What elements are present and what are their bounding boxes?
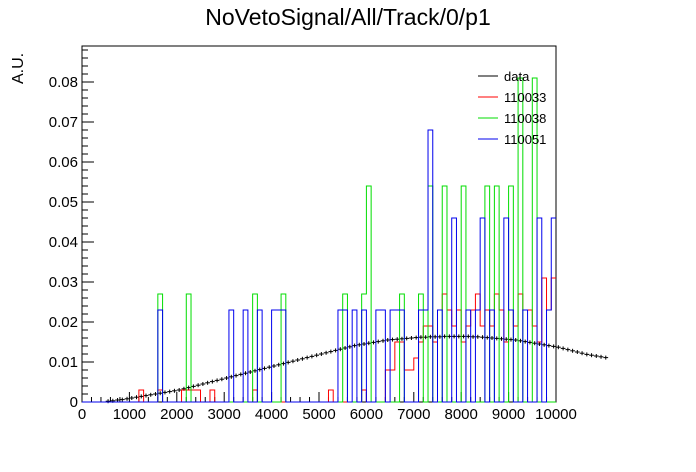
x-tick-label: 7000: [397, 406, 430, 423]
x-tick-label: 10000: [535, 406, 577, 423]
x-tick-label: 5000: [302, 406, 335, 423]
x-tick-label: 1000: [113, 406, 146, 423]
y-tick-label: 0.04: [49, 234, 78, 251]
series-110051-line: [82, 129, 556, 403]
x-tick-label: 0: [78, 406, 86, 423]
y-tick-label: 0.02: [49, 314, 78, 331]
x-tick-label: 4000: [255, 406, 288, 423]
x-tick-label: 6000: [350, 406, 383, 423]
x-tick-label: 3000: [208, 406, 241, 423]
y-tick-label: 0.06: [49, 154, 78, 171]
legend-entry: 110033: [504, 90, 546, 105]
chart-title: NoVetoSignal/All/Track/0/p1: [205, 4, 491, 30]
x-tick-label: 2000: [160, 406, 193, 423]
x-tick-label: 8000: [445, 406, 478, 423]
x-tick-label: 9000: [492, 406, 525, 423]
y-tick-label: 0.08: [49, 74, 78, 91]
y-tick-label: 0.07: [49, 114, 78, 131]
y-tick-label: 0.01: [49, 354, 78, 371]
y-tick-label: 0.03: [49, 274, 78, 291]
legend-entry: 110038: [504, 111, 546, 126]
y-tick-label: 0.05: [49, 194, 78, 211]
y-tick-label: 0: [70, 394, 78, 411]
legend-entry: data: [504, 69, 530, 84]
legend-entry: 110051: [504, 132, 546, 147]
